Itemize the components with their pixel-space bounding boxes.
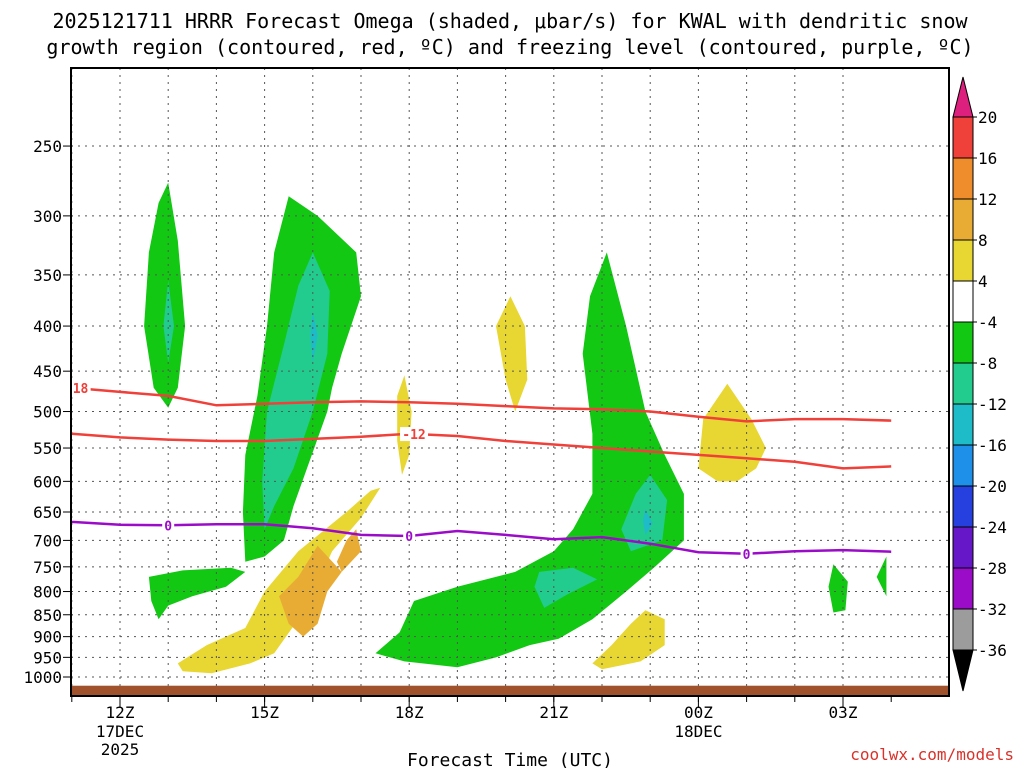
chart-title-line-1: 2025121711 HRRR Forecast Omega (shaded, … <box>52 9 968 33</box>
terrain-ground <box>71 685 949 696</box>
y-tick-label-250: 250 <box>33 137 62 156</box>
y-tick-label-350: 350 <box>33 266 62 285</box>
x-axis-label: Forecast Time (UTC) <box>407 750 613 768</box>
colorbar-label-0: 20 <box>978 108 997 127</box>
red-contour-label-dgz-bottom-bg <box>400 427 429 442</box>
y-tick-label-550: 550 <box>33 439 62 458</box>
colorbar-label-3: 8 <box>978 231 988 250</box>
colorbar-box-7 <box>952 362 974 405</box>
red-contour-dgz-bottom <box>71 432 892 470</box>
y-tick-label-650: 650 <box>33 503 62 522</box>
y-tick-label-400: 400 <box>33 317 62 336</box>
red-contour-label-dgz-top-bg <box>71 381 91 396</box>
x-tick-label-21Z: 21Z <box>539 703 568 722</box>
purple-contour-label-0: 0 <box>164 519 172 534</box>
purple-contour-label-2-bg <box>740 546 753 561</box>
terrain-layer <box>71 685 949 696</box>
colorbar-legend: 20 16 12 8 4 -4 -8 -12 -16 -20 -24 -28 -32 -36 <box>952 76 1007 692</box>
colorbar-label-9: -20 <box>978 477 1007 496</box>
contour-layer: -18 -12 0 0 0 <box>65 381 892 563</box>
y-tick-label-800: 800 <box>33 583 62 602</box>
red-contour-dgz-top <box>71 386 892 423</box>
purple-contour-label-1: 0 <box>405 530 413 545</box>
colorbar-box-8 <box>952 403 974 446</box>
chart-title-line-2: growth region (contoured, red, ºC) and f… <box>46 35 973 59</box>
red-contour-label-dgz-top: -18 <box>65 382 89 397</box>
colorbar-box-13 <box>952 608 974 651</box>
colorbar-box-4 <box>952 239 974 282</box>
omega-region-descent-low-2 <box>592 610 665 670</box>
omega-region-ascent-main-core-upper <box>621 474 668 552</box>
colorbar-label-2: 12 <box>978 190 997 209</box>
omega-region-ascent-main <box>375 252 684 668</box>
colorbar-min-arrow <box>952 649 974 692</box>
colorbar-label-7: -12 <box>978 395 1007 414</box>
y-tick-label-850: 850 <box>33 606 62 625</box>
y-tick-label-750: 750 <box>33 558 62 577</box>
x-tick-date-00Z: 18DEC <box>674 722 722 741</box>
x-tick-year-12Z: 2025 <box>101 740 140 759</box>
purple-contour-label-1-bg <box>403 528 416 543</box>
omega-region-descent-upper-1 <box>496 296 528 412</box>
colorbar-label-11: -28 <box>978 559 1007 578</box>
x-tick-label-00Z: 00Z <box>684 703 713 722</box>
colorbar-label-5: -4 <box>978 313 997 332</box>
x-tick-label-18Z: 18Z <box>395 703 424 722</box>
colorbar-box-3 <box>952 198 974 241</box>
colorbar-box-10 <box>952 485 974 528</box>
colorbar-label-13: -36 <box>978 641 1007 660</box>
colorbar-box-9 <box>952 444 974 487</box>
colorbar-box-1 <box>952 116 974 159</box>
x-tick-date-12Z: 17DEC <box>96 722 144 741</box>
omega-region-descent-low-1 <box>177 487 381 674</box>
omega-region-ascent-low-left <box>148 567 246 620</box>
colorbar-box-5 <box>952 280 974 323</box>
y-tick-label-700: 700 <box>33 531 62 550</box>
plot-frame <box>70 67 950 697</box>
red-contour-label-dgz-bottom: -12 <box>402 428 425 443</box>
colorbar-label-4: 4 <box>978 272 988 291</box>
omega-region-ascent-main-core-lower <box>534 567 598 608</box>
y-axis: 250 300 350 400 450 500 550 600 650 700 750 800 850 9… <box>23 137 71 687</box>
colorbar-box-11 <box>952 526 974 569</box>
colorbar-max-arrow <box>952 76 974 118</box>
watermark: coolwx.com/models <box>850 745 1014 764</box>
colorbar-label-12: -32 <box>978 600 1007 619</box>
omega-shading-layer <box>144 182 887 674</box>
omega-region-ascent-main-inner <box>643 509 653 535</box>
colorbar-label-1: 16 <box>978 149 997 168</box>
y-tick-label-950: 950 <box>33 648 62 667</box>
colorbar-box-6 <box>952 321 974 364</box>
colorbar-box-12 <box>952 567 974 610</box>
purple-contour-label-2: 0 <box>743 548 751 563</box>
colorbar-label-8: -16 <box>978 436 1007 455</box>
omega-region-descent-upper-2 <box>397 375 412 475</box>
colorbar-label-6: -8 <box>978 354 997 373</box>
y-tick-label-450: 450 <box>33 362 62 381</box>
omega-region-descent-low-1-core-b <box>336 529 361 572</box>
omega-region-ascent-2-inner <box>310 311 318 363</box>
purple-contour-label-0-bg <box>162 518 175 533</box>
y-tick-label-900: 900 <box>33 628 62 647</box>
x-tick-label-12Z: 12Z <box>106 703 135 722</box>
y-tick-label-1000: 1000 <box>23 668 62 687</box>
y-tick-label-300: 300 <box>33 207 62 226</box>
colorbar-box-2 <box>952 157 974 200</box>
y-tick-label-600: 600 <box>33 472 62 491</box>
y-tick-label-500: 500 <box>33 403 62 422</box>
x-tick-label-15Z: 15Z <box>250 703 279 722</box>
x-tick-label-03Z: 03Z <box>829 703 858 722</box>
colorbar-label-10: -24 <box>978 518 1007 537</box>
omega-region-ascent-1 <box>144 182 186 408</box>
